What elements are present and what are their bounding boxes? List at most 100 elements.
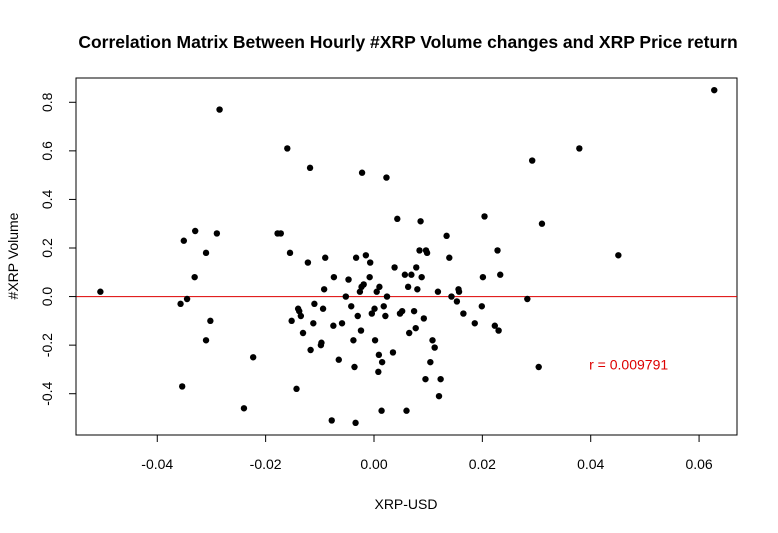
y-tick-label: -0.2 <box>39 333 55 357</box>
correlation-annotation: r = 0.009791 <box>589 356 668 372</box>
data-point <box>371 305 378 312</box>
data-point <box>416 247 423 254</box>
data-point <box>342 293 350 300</box>
data-point <box>408 271 415 278</box>
x-axis-label: XRP-USD <box>374 496 437 512</box>
data-point <box>330 273 338 281</box>
data-point <box>401 271 409 278</box>
data-point <box>455 288 463 295</box>
data-point <box>352 419 359 427</box>
data-point <box>373 288 380 295</box>
data-point <box>491 322 499 329</box>
data-point <box>418 273 425 281</box>
data-point <box>350 337 357 344</box>
data-point <box>412 324 419 332</box>
data-point <box>413 264 420 271</box>
data-point <box>318 339 325 346</box>
y-axis-label: #XRP Volume <box>5 212 21 299</box>
data-point <box>240 405 248 412</box>
data-point <box>410 307 418 315</box>
data-point <box>494 247 501 254</box>
data-point <box>177 300 184 308</box>
data-point <box>429 337 436 344</box>
data-point <box>354 312 361 320</box>
data-point <box>478 303 486 310</box>
data-point <box>380 303 387 310</box>
data-point <box>311 300 318 308</box>
data-point <box>435 392 443 400</box>
data-point <box>328 417 335 424</box>
data-point <box>414 286 421 293</box>
data-point <box>306 164 314 172</box>
data-point <box>320 286 328 293</box>
data-point <box>288 317 295 325</box>
data-point <box>431 344 438 351</box>
data-point <box>191 227 199 235</box>
data-point <box>216 106 223 113</box>
data-point <box>338 320 346 327</box>
data-point <box>446 254 453 261</box>
y-tick-label: 0.4 <box>39 189 55 209</box>
data-point <box>351 363 358 371</box>
data-point <box>296 307 303 315</box>
x-axis: -0.04 -0.02 0.00 0.02 0.04 0.06 <box>141 434 713 472</box>
data-point <box>427 358 434 366</box>
data-point <box>360 281 367 288</box>
data-point <box>443 232 450 240</box>
x-tick-label: -0.02 <box>250 456 282 472</box>
data-point <box>366 259 374 266</box>
data-point <box>460 310 467 317</box>
data-point <box>335 356 342 363</box>
data-point <box>202 337 210 344</box>
data-point <box>375 368 382 376</box>
x-tick-label: 0.00 <box>360 456 387 472</box>
data-point <box>191 273 198 281</box>
data-point <box>382 312 389 320</box>
data-point <box>398 307 406 315</box>
data-point <box>366 273 373 281</box>
data-point <box>538 220 546 227</box>
y-tick-label: 0.0 <box>39 287 55 307</box>
data-point <box>375 351 383 359</box>
data-point <box>403 407 410 414</box>
data-point <box>448 293 455 300</box>
data-point <box>202 249 210 257</box>
x-tick-label: 0.06 <box>685 456 712 472</box>
data-point <box>352 254 360 261</box>
data-point <box>524 295 531 303</box>
data-point <box>481 213 488 220</box>
y-tick-label: 0.6 <box>39 141 55 161</box>
data-point <box>383 293 391 300</box>
data-point <box>471 320 478 327</box>
data-point <box>97 288 104 295</box>
data-point <box>319 305 327 312</box>
data-point <box>495 327 502 334</box>
data-point <box>358 169 366 176</box>
data-point <box>362 252 370 259</box>
data-point <box>404 283 412 291</box>
x-tick-label: 0.04 <box>577 456 604 472</box>
data-point <box>394 215 401 223</box>
data-point <box>368 310 376 317</box>
data-point <box>371 337 379 344</box>
data-point <box>391 264 398 271</box>
data-point <box>711 86 718 94</box>
data-point <box>178 383 186 390</box>
data-point <box>284 145 291 152</box>
data-point <box>497 271 504 278</box>
y-tick-label: 0.8 <box>39 92 55 112</box>
data-point <box>576 145 583 152</box>
data-point <box>183 295 191 303</box>
data-point <box>249 354 257 361</box>
data-point <box>615 252 622 259</box>
y-tick-label: -0.4 <box>39 381 55 405</box>
data-point <box>376 283 383 291</box>
data-point <box>406 329 413 337</box>
data-point <box>423 249 431 257</box>
data-point <box>434 288 442 295</box>
y-axis: -0.4 -0.2 0.0 0.2 0.4 0.6 0.8 <box>39 92 77 406</box>
chart-title: Correlation Matrix Between Hourly #XRP V… <box>78 32 737 52</box>
data-point <box>422 375 429 383</box>
data-point <box>417 218 424 225</box>
